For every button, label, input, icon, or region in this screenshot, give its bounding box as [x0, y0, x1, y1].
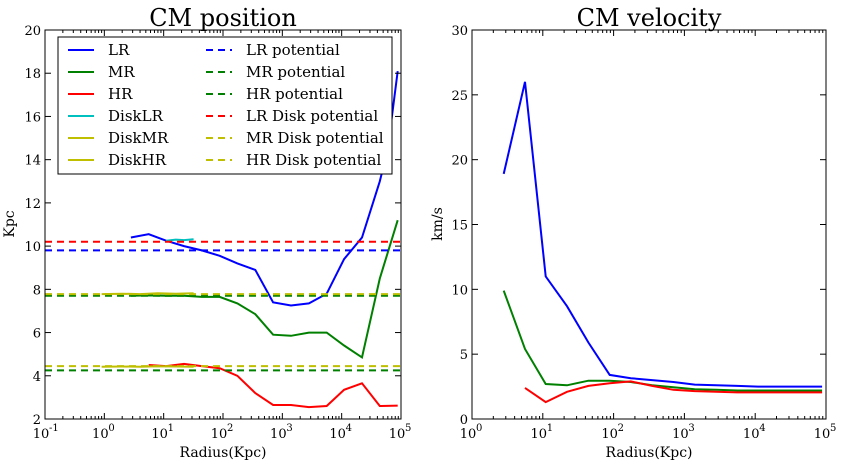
- y-tick-label: 30: [451, 24, 468, 39]
- chart-cm-velocity: CM velocity 10 0 10 1 10 2 10 3 10 4 10 50510152025…: [430, 4, 836, 461]
- legend-entry-label: DiskLR: [108, 107, 164, 125]
- series-line-0: [130, 70, 399, 307]
- legend-entry-label: MR potential: [246, 63, 345, 81]
- x-tick-exponent: 4: [759, 423, 765, 434]
- legend-entry-label: HR: [108, 85, 133, 103]
- x-tick-label: 10: [270, 427, 287, 442]
- legend-entry-label: LR potential: [246, 41, 340, 59]
- x-tick-label: 10: [211, 427, 228, 442]
- x-tick-exponent: 2: [618, 423, 624, 434]
- x-tick-label: 10: [672, 427, 689, 442]
- series-line-1: [502, 290, 823, 392]
- legend-entry-label: HR Disk potential: [246, 151, 381, 169]
- y-tick-label: 20: [24, 24, 41, 39]
- x-tick-label: 10: [743, 427, 760, 442]
- series-line-3: [165, 238, 194, 242]
- x-tick-exponent: 5: [405, 423, 411, 434]
- legend-entry-label: LR Disk potential: [246, 107, 378, 125]
- x-axis-label: Radius(Kpc): [179, 445, 266, 461]
- x-tick-exponent: 0: [476, 423, 482, 434]
- legend-box: [57, 36, 393, 175]
- y-tick-label: 4: [33, 370, 41, 385]
- chart-cm-position: CM position 10 -1 10 0 10 1 10 2 10 3 10 4 10 5246810…: [2, 4, 411, 461]
- y-tick-label: 10: [451, 283, 468, 298]
- legend: LR MR HR DiskLR DiskMR DiskHR LR potential MR p…: [57, 36, 393, 175]
- x-tick-exponent: 0: [108, 423, 114, 434]
- y-tick-label: 25: [451, 89, 468, 104]
- y-tick-label: 15: [451, 219, 468, 234]
- x-tick-exponent: 4: [346, 423, 352, 434]
- x-tick-label: 10: [460, 427, 477, 442]
- x-tick-label: 10: [531, 427, 548, 442]
- legend-entry-label: LR: [108, 41, 130, 59]
- y-tick-label: 18: [24, 67, 41, 82]
- x-tick-exponent: 1: [547, 423, 553, 434]
- series-line-2: [148, 362, 398, 409]
- chart-title: CM position: [149, 4, 297, 32]
- series-line-0: [502, 81, 823, 388]
- x-axis-label: Radius(Kpc): [605, 445, 692, 461]
- x-tick-exponent: 3: [688, 423, 694, 434]
- legend-entry-label: MR Disk potential: [246, 129, 384, 147]
- x-tick-label: 10: [814, 427, 831, 442]
- y-tick-label: 6: [33, 327, 41, 342]
- legend-entry-label: MR: [108, 63, 135, 81]
- series-layer: [45, 70, 401, 409]
- x-tick-label: 10: [389, 427, 406, 442]
- y-tick-label: 2: [33, 413, 41, 428]
- y-tick-label: 16: [24, 110, 41, 125]
- x-tick-exponent: 5: [830, 423, 836, 434]
- series-line-1: [130, 219, 399, 360]
- x-tick-exponent: -1: [49, 423, 59, 434]
- y-axis-label: km/s: [430, 207, 446, 241]
- x-tick-exponent: 1: [168, 423, 174, 434]
- y-tick-label: 0: [460, 413, 468, 428]
- legend-entry-label: DiskMR: [108, 129, 169, 147]
- x-tick-exponent: 3: [286, 423, 292, 434]
- x-tick-label: 10: [151, 427, 168, 442]
- y-tick-label: 8: [33, 283, 41, 298]
- y-axis-label: Kpc: [2, 210, 18, 237]
- y-tick-label: 14: [24, 154, 41, 169]
- x-tick-label: 10: [601, 427, 618, 442]
- legend-entry-label: DiskHR: [108, 151, 167, 169]
- series-line-2: [524, 380, 823, 404]
- x-tick-label: 10: [92, 427, 109, 442]
- chart-title: CM velocity: [577, 4, 722, 32]
- x-tick-label: 10: [33, 427, 50, 442]
- y-tick-label: 5: [460, 348, 468, 363]
- legend-entry-label: HR potential: [246, 85, 343, 103]
- y-tick-label: 20: [451, 154, 468, 169]
- x-tick-exponent: 2: [227, 423, 233, 434]
- y-tick-label: 10: [24, 240, 41, 255]
- x-tick-label: 10: [329, 427, 346, 442]
- y-tick-label: 12: [24, 197, 41, 212]
- series-layer: [502, 81, 823, 404]
